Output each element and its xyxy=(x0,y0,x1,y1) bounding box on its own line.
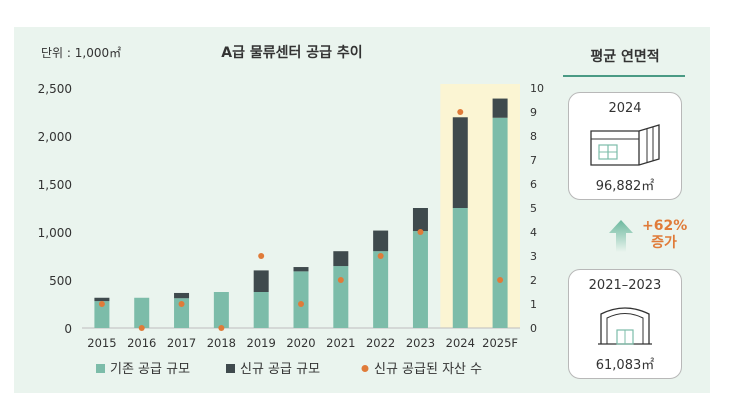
dot-assets-2023 xyxy=(417,229,424,235)
y-right-tick-label: 4 xyxy=(530,226,537,239)
y-right-tick-label: 0 xyxy=(530,322,537,335)
growth-badge: +62% 증가 xyxy=(642,218,688,252)
legend-swatch-existing xyxy=(96,364,105,373)
y-tick-label: 1,500 xyxy=(38,178,72,192)
y-tick-label: 0 xyxy=(64,322,72,336)
dot-assets-2019 xyxy=(258,253,265,259)
card-2024-year: 2024 xyxy=(608,101,642,116)
bar-new-2025F xyxy=(492,98,508,118)
x-tick-label: 2023 xyxy=(406,336,435,350)
y-tick-label: 500 xyxy=(49,274,72,288)
large-warehouse-icon xyxy=(590,124,660,166)
dot-assets-2022 xyxy=(377,253,384,259)
bar-existing-2025F xyxy=(492,117,508,328)
bar-new-2023 xyxy=(412,208,428,232)
card-2021-2023-year: 2021–2023 xyxy=(588,278,662,293)
bar-new-2019 xyxy=(253,270,269,292)
legend-dot-assets xyxy=(361,365,369,372)
card-2024: 2024 96,882㎡ xyxy=(568,92,682,200)
y-right-tick-label: 5 xyxy=(530,202,537,215)
y-right-tick-label: 8 xyxy=(530,130,537,143)
dot-assets-2021 xyxy=(337,277,344,283)
x-tick-label: 2021 xyxy=(326,336,355,350)
x-tick-label: 2022 xyxy=(366,336,395,350)
x-tick-label: 2018 xyxy=(207,336,236,350)
bar-existing-2018 xyxy=(213,292,229,328)
dot-assets-2016 xyxy=(138,325,145,331)
x-tick-label: 2020 xyxy=(286,336,315,350)
dot-assets-2025F xyxy=(497,277,504,283)
y-tick-label: 2,500 xyxy=(38,82,72,96)
y-right-tick-label: 7 xyxy=(530,154,537,167)
y-tick-label: 2,000 xyxy=(38,130,72,144)
small-warehouse-icon xyxy=(598,307,652,345)
bar-existing-2019 xyxy=(253,292,269,328)
x-tick-label: 2019 xyxy=(247,336,276,350)
bar-existing-2017 xyxy=(174,298,190,328)
dot-assets-2020 xyxy=(298,301,304,307)
bar-existing-2020 xyxy=(293,271,309,328)
up-arrow-icon xyxy=(609,220,633,252)
card-2021-2023: 2021–2023 61,083㎡ xyxy=(568,269,682,379)
bar-new-2022 xyxy=(373,230,389,252)
chart-title: A급 물류센터 공급 추이 xyxy=(221,44,362,61)
side-title: 평균 연면적 xyxy=(590,49,660,65)
side-title-divider xyxy=(563,75,685,77)
dot-assets-2024 xyxy=(457,109,464,115)
highlight-band xyxy=(440,84,520,328)
bar-existing-2015 xyxy=(94,301,110,328)
legend-label-new: 신규 공급 규모 xyxy=(240,362,320,377)
y-right-tick-label: 6 xyxy=(530,178,537,191)
bar-existing-2024 xyxy=(452,208,468,328)
bar-new-2024 xyxy=(452,117,468,208)
bar-existing-2022 xyxy=(373,251,389,328)
y-right-tick-label: 3 xyxy=(530,250,537,263)
y-right-tick-label: 1 xyxy=(530,298,537,311)
bar-new-2021 xyxy=(333,251,349,267)
unit-label: 단위 : 1,000㎡ xyxy=(41,46,121,60)
bar-new-2020 xyxy=(293,267,309,272)
dot-assets-2015 xyxy=(98,301,105,307)
growth-label: 증가 xyxy=(651,235,677,251)
legend-label-existing: 기존 공급 규모 xyxy=(110,362,190,377)
dot-assets-2018 xyxy=(218,325,225,331)
legend-swatch-new xyxy=(226,364,235,373)
card-2024-area: 96,882㎡ xyxy=(595,179,655,194)
x-tick-label: 2025F xyxy=(482,336,518,350)
bar-new-2015 xyxy=(94,297,110,302)
bar-existing-2021 xyxy=(333,266,349,328)
x-tick-label: 2024 xyxy=(446,336,475,350)
y-right-tick-label: 10 xyxy=(530,82,544,95)
x-tick-label: 2016 xyxy=(127,336,156,350)
card-2021-2023-area: 61,083㎡ xyxy=(595,358,655,373)
bar-new-2017 xyxy=(174,292,190,299)
y-right-tick-label: 2 xyxy=(530,274,537,287)
bar-existing-2016 xyxy=(134,297,150,328)
x-tick-label: 2017 xyxy=(167,336,196,350)
bar-existing-2023 xyxy=(412,231,428,328)
x-tick-label: 2015 xyxy=(87,336,116,350)
y-right-tick-label: 9 xyxy=(530,106,537,119)
dot-assets-2017 xyxy=(178,301,185,307)
legend-label-assets: 신규 공급된 자산 수 xyxy=(374,362,482,377)
growth-percent: +62% xyxy=(642,218,688,234)
y-tick-label: 1,000 xyxy=(38,226,72,240)
